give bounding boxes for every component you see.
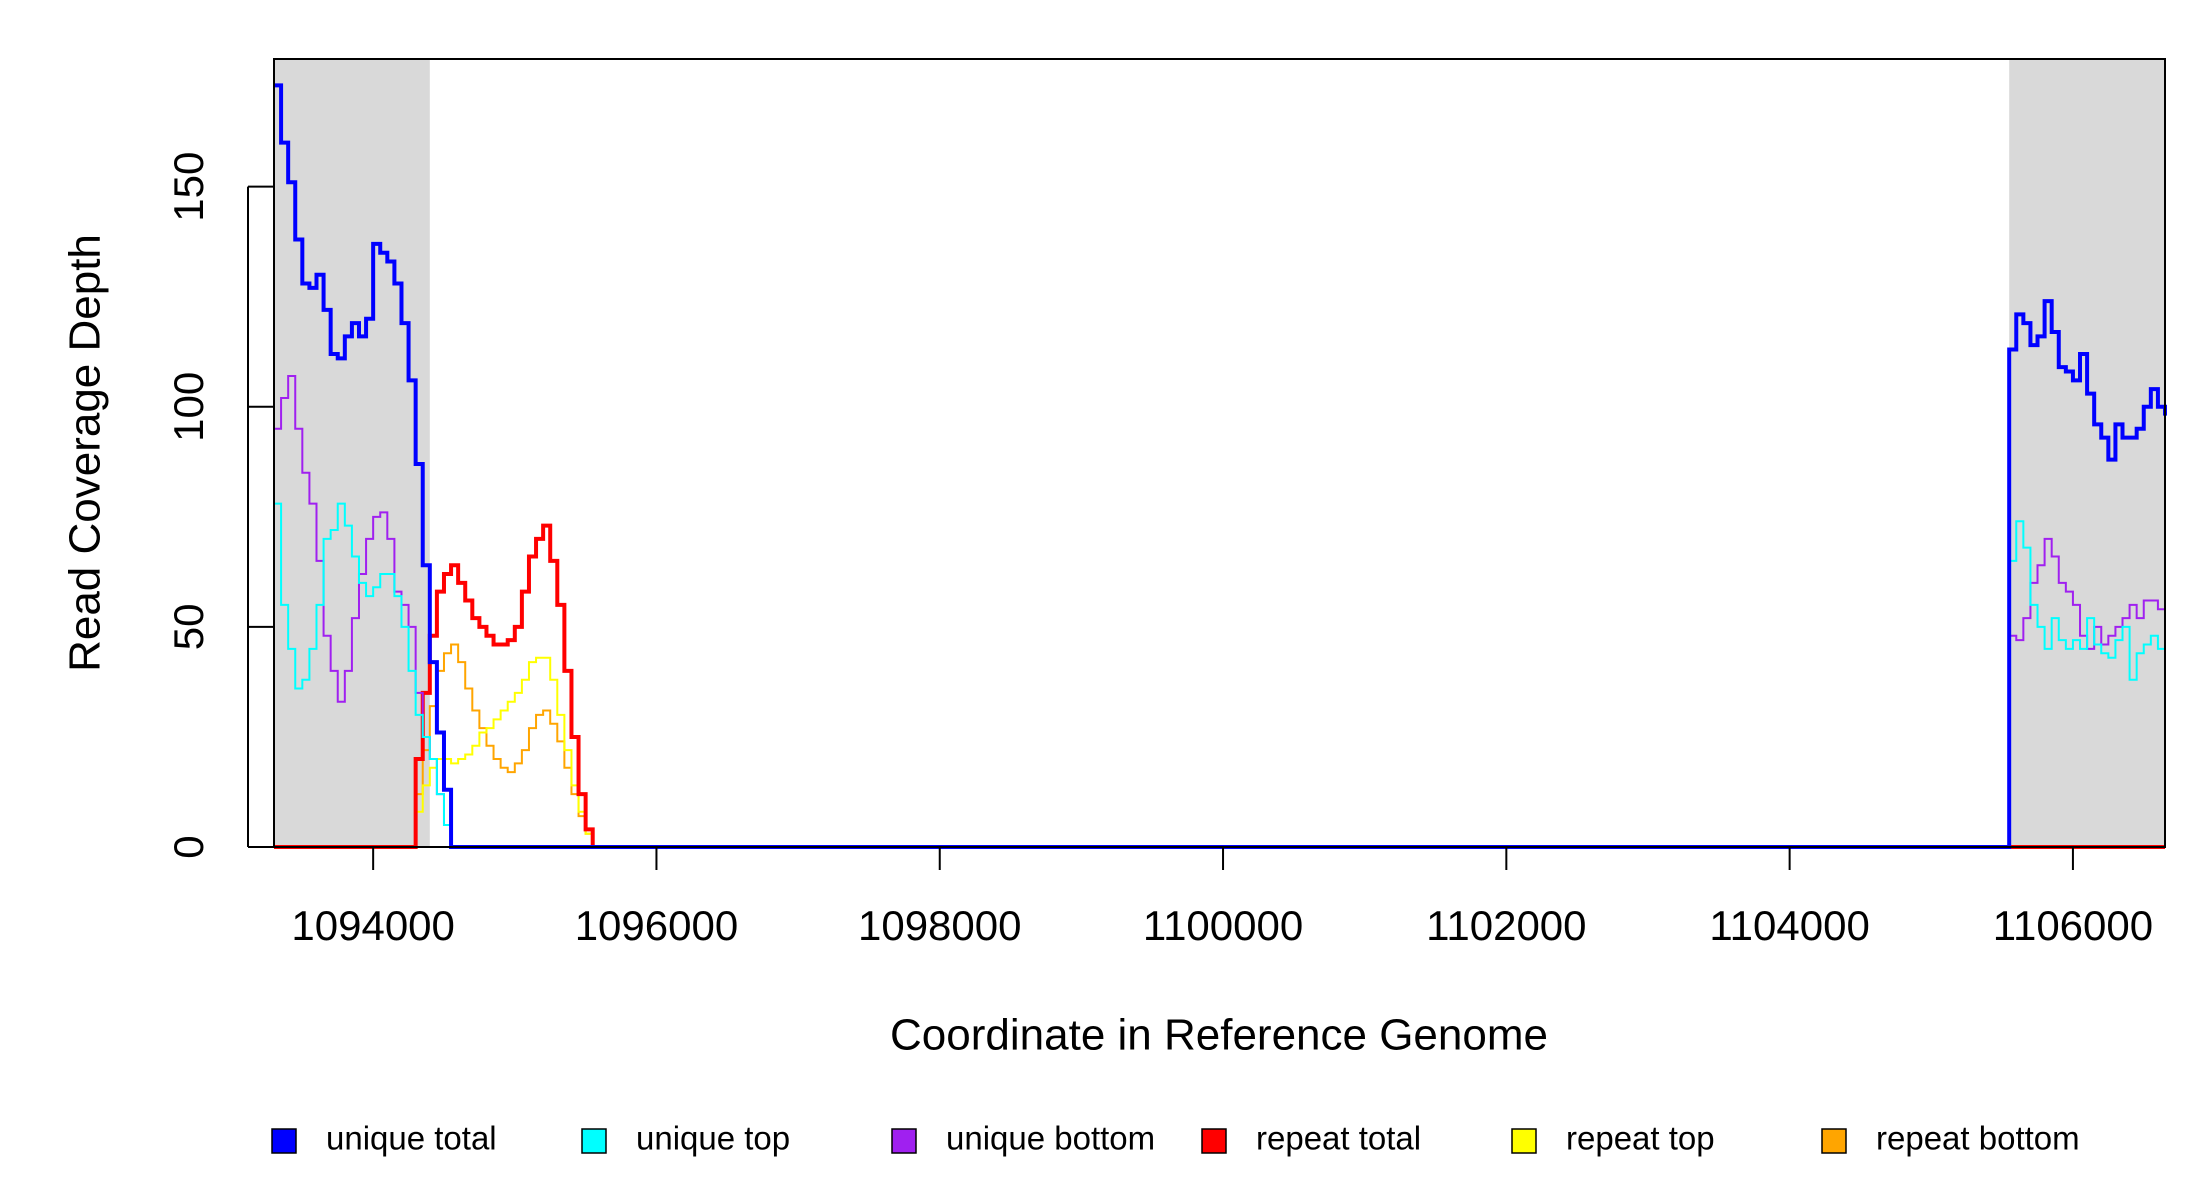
x-tick-label: 1094000 (291, 902, 455, 949)
series-line (274, 502, 2165, 848)
series-line (274, 656, 2165, 848)
shaded-region (2009, 59, 2165, 847)
legend-swatch (1821, 1128, 1847, 1154)
x-tick-label: 1096000 (575, 902, 739, 949)
x-tick-label: 1098000 (858, 902, 1022, 949)
y-tick-label: 150 (165, 152, 212, 222)
x-axis-label: Coordinate in Reference Genome (890, 1011, 1548, 1060)
series-line (274, 643, 2165, 848)
y-axis-label: Read Coverage Depth (61, 234, 110, 672)
legend-swatch (1511, 1128, 1537, 1154)
legend-label: repeat total (1256, 1120, 1421, 1157)
legend-label: unique bottom (946, 1120, 1155, 1157)
shaded-region (274, 59, 430, 847)
legend-swatch (1201, 1128, 1227, 1154)
y-tick-label: 50 (165, 604, 212, 651)
legend-label: repeat bottom (1876, 1120, 2080, 1157)
legend-swatch (581, 1128, 607, 1154)
legend-swatch (891, 1128, 917, 1154)
x-tick-label: 1100000 (1143, 902, 1303, 949)
legend-swatch (271, 1128, 297, 1154)
legend-label: repeat top (1566, 1120, 1715, 1157)
y-tick-label: 0 (165, 835, 212, 858)
legend-label: unique top (636, 1120, 790, 1157)
x-tick-label: 1106000 (1993, 902, 2153, 949)
legend-label: unique total (326, 1120, 497, 1157)
series-line (274, 374, 2165, 848)
y-tick-label: 100 (165, 372, 212, 442)
x-tick-label: 1102000 (1426, 902, 1586, 949)
x-tick-label: 1104000 (1709, 902, 1869, 949)
